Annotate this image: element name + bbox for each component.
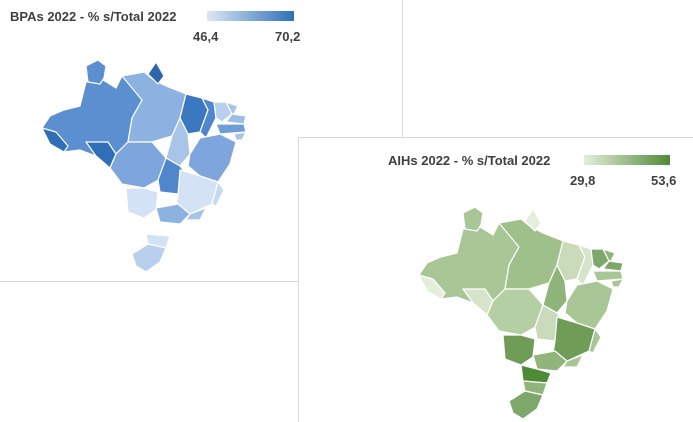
bpa-region-ac[interactable] (41, 127, 69, 153)
aih-region-ms[interactable] (502, 334, 536, 366)
bpa-legend-min: 46,4 (193, 29, 219, 44)
bpa-region-al[interactable] (233, 131, 247, 141)
bpa-region-ce[interactable] (213, 101, 233, 123)
bpa-region-pr[interactable] (143, 217, 175, 237)
aih-region-sp[interactable] (532, 350, 568, 372)
bpa-brazil-map (41, 59, 247, 273)
bpa-legend-max: 70,2 (275, 29, 301, 44)
aih-region-ac[interactable] (418, 274, 446, 300)
aih-region-rr[interactable] (462, 206, 484, 232)
aih-region-mg[interactable] (552, 316, 596, 362)
bpa-region-rr[interactable] (85, 59, 107, 85)
aih-brazil-map (418, 206, 624, 420)
aih-region-pr[interactable] (520, 364, 552, 384)
aih-region-es[interactable] (588, 328, 602, 354)
aih-region-ap[interactable] (524, 208, 542, 232)
bpa-region-rs[interactable] (131, 243, 167, 273)
aih-region-ba[interactable] (564, 280, 614, 330)
aih-region-rj[interactable] (562, 354, 584, 368)
bpa-region-rj[interactable] (185, 207, 207, 221)
bpa-legend-gradient (207, 11, 294, 21)
aih-region-al[interactable] (610, 278, 624, 288)
aih-legend-max: 53,6 (651, 173, 677, 188)
bpa-region-es[interactable] (211, 181, 225, 207)
bpa-region-ba[interactable] (187, 133, 237, 183)
aih-region-ce[interactable] (590, 248, 610, 270)
bpa-map-title: BPAs 2022 - % s/Total 2022 (10, 9, 177, 24)
bpa-region-ap[interactable] (147, 61, 165, 85)
bpa-region-mg[interactable] (175, 169, 219, 215)
aih-legend-gradient (584, 155, 670, 165)
aih-legend-min: 29,8 (570, 173, 596, 188)
bpa-region-sp[interactable] (155, 203, 191, 225)
bpa-region-ms[interactable] (125, 187, 159, 219)
aih-region-rs[interactable] (508, 390, 544, 420)
aih-map-panel: AIHs 2022 - % s/Total 2022 29,8 53,6 (298, 137, 693, 422)
aih-map-title: AIHs 2022 - % s/Total 2022 (388, 153, 551, 168)
